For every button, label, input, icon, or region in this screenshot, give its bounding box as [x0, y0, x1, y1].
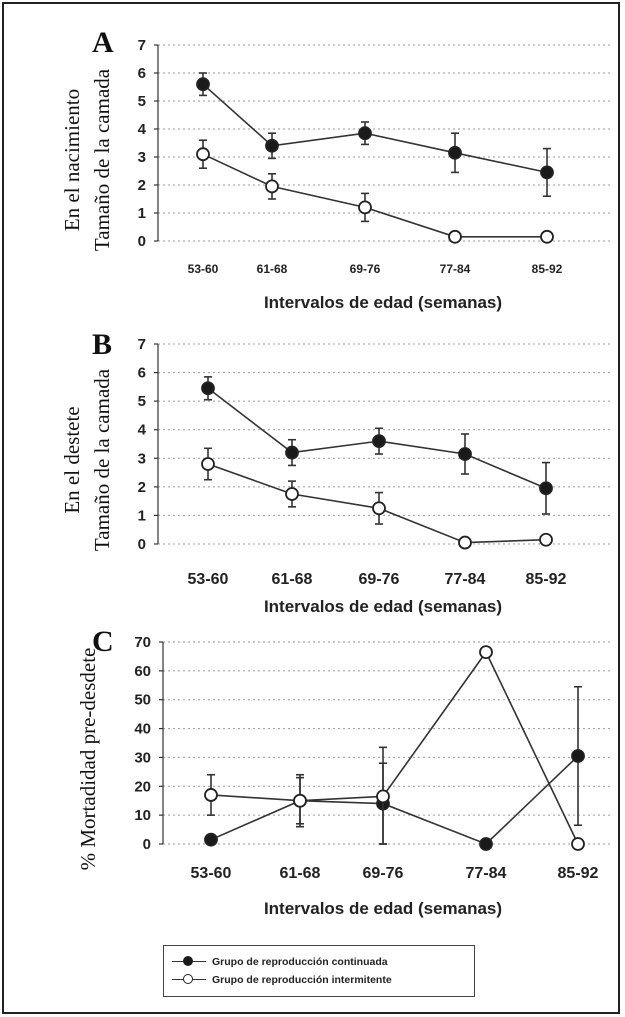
data-point-intermitente — [285, 487, 299, 501]
y-tick-label: 0 — [138, 536, 146, 553]
y-tick-label: 5 — [138, 93, 146, 110]
y-tick-label: 70 — [134, 634, 151, 651]
x-tick-label: 69-76 — [350, 262, 381, 276]
x-axis-label: Intervalos de edad (semanas) — [264, 597, 502, 616]
legend-label: Grupo de reproducción intermitente — [212, 974, 392, 986]
y-tick-label: 4 — [138, 422, 147, 439]
x-axis-label: Intervalos de edad (semanas) — [264, 293, 502, 312]
y-tick-label: 0 — [143, 836, 151, 853]
x-tick-label: 53-60 — [191, 865, 232, 882]
data-point-continua — [571, 749, 585, 763]
panel-letter: B — [92, 328, 112, 361]
panel-letter: A — [92, 26, 114, 59]
x-tick-label: 61-68 — [272, 571, 313, 588]
y-tick-label: 1 — [138, 507, 146, 524]
panel-letter: C — [92, 625, 114, 658]
data-point-intermitente — [196, 147, 210, 162]
y-tick-label: 1 — [138, 205, 146, 222]
data-point-continua — [540, 165, 554, 180]
y-tick-label: 3 — [138, 149, 146, 166]
y-axis-label: Tamaño de la camada — [90, 368, 114, 551]
legend-entry-intermitente: Grupo de reproducción intermitente — [172, 972, 392, 988]
x-tick-label: 69-76 — [363, 865, 404, 882]
legend-entry-continua: Grupo de reproducción continuada — [172, 954, 388, 970]
y-tick-label: 20 — [134, 778, 151, 795]
x-tick-label: 53-60 — [188, 571, 229, 588]
data-point-continua — [539, 481, 553, 496]
y-axis-label: Tamaño de la camada — [90, 68, 114, 251]
x-tick-label: 85-92 — [532, 262, 563, 276]
series-line-intermitente — [202, 153, 547, 238]
y-axis-label: % Mortadidad pre-desdete — [76, 648, 100, 871]
data-point-continua — [479, 837, 493, 851]
legend-marker-filled — [172, 954, 206, 970]
x-tick-label: 85-92 — [526, 571, 567, 588]
series-line-continua — [202, 83, 548, 174]
data-point-continua — [265, 138, 279, 153]
data-point-continua — [285, 445, 299, 460]
data-point-continua — [448, 145, 462, 160]
data-point-continua — [204, 832, 218, 847]
y-tick-label: 50 — [134, 692, 151, 709]
y-tick-label: 0 — [138, 233, 146, 250]
legend-marker-open — [172, 972, 206, 988]
legend: Grupo de reproducción continuada Grupo d… — [163, 945, 475, 997]
y-tick-label: 30 — [134, 749, 151, 766]
data-point-intermitente — [204, 788, 218, 802]
x-tick-label: 69-76 — [359, 571, 400, 588]
y-axis-label: En el destete — [60, 406, 84, 513]
y-axis-label: En el nacimiento — [60, 89, 84, 231]
y-tick-label: 60 — [134, 663, 151, 680]
data-point-intermitente — [571, 837, 585, 851]
x-axis-label: Intervalos de edad (semanas) — [264, 899, 502, 918]
y-tick-label: 7 — [138, 336, 146, 353]
y-tick-label: 2 — [138, 479, 146, 496]
x-tick-label: 77-84 — [466, 865, 507, 882]
data-point-continua — [358, 126, 372, 141]
x-tick-label: 53-60 — [188, 262, 219, 276]
y-tick-label: 40 — [134, 721, 151, 738]
y-tick-label: 10 — [134, 807, 151, 824]
y-tick-label: 4 — [138, 121, 147, 138]
data-point-intermitente — [265, 179, 279, 194]
data-point-intermitente — [539, 532, 553, 547]
x-tick-label: 77-84 — [445, 571, 486, 588]
data-point-continua — [201, 381, 215, 396]
data-point-intermitente — [293, 793, 307, 808]
series-line-continua — [210, 755, 579, 845]
data-point-intermitente — [448, 229, 462, 244]
x-tick-label: 61-68 — [280, 865, 321, 882]
y-tick-label: 2 — [138, 177, 146, 194]
legend-label: Grupo de reproducción continuada — [212, 956, 388, 968]
data-point-intermitente — [479, 645, 493, 659]
x-tick-label: 61-68 — [257, 262, 288, 276]
data-point-intermitente — [540, 229, 554, 244]
data-point-intermitente — [376, 789, 390, 804]
y-tick-label: 6 — [138, 65, 146, 82]
x-tick-label: 85-92 — [558, 865, 599, 882]
x-tick-label: 77-84 — [440, 262, 471, 276]
data-point-intermitente — [458, 535, 472, 550]
data-point-intermitente — [201, 457, 215, 471]
data-point-intermitente — [372, 501, 386, 516]
y-tick-label: 3 — [138, 450, 146, 467]
data-point-continua — [196, 77, 210, 92]
y-tick-label: 6 — [138, 365, 146, 382]
data-point-continua — [372, 434, 386, 449]
y-tick-label: 7 — [138, 37, 146, 54]
data-point-continua — [458, 447, 472, 461]
data-point-intermitente — [358, 200, 372, 215]
y-tick-label: 5 — [138, 393, 146, 410]
